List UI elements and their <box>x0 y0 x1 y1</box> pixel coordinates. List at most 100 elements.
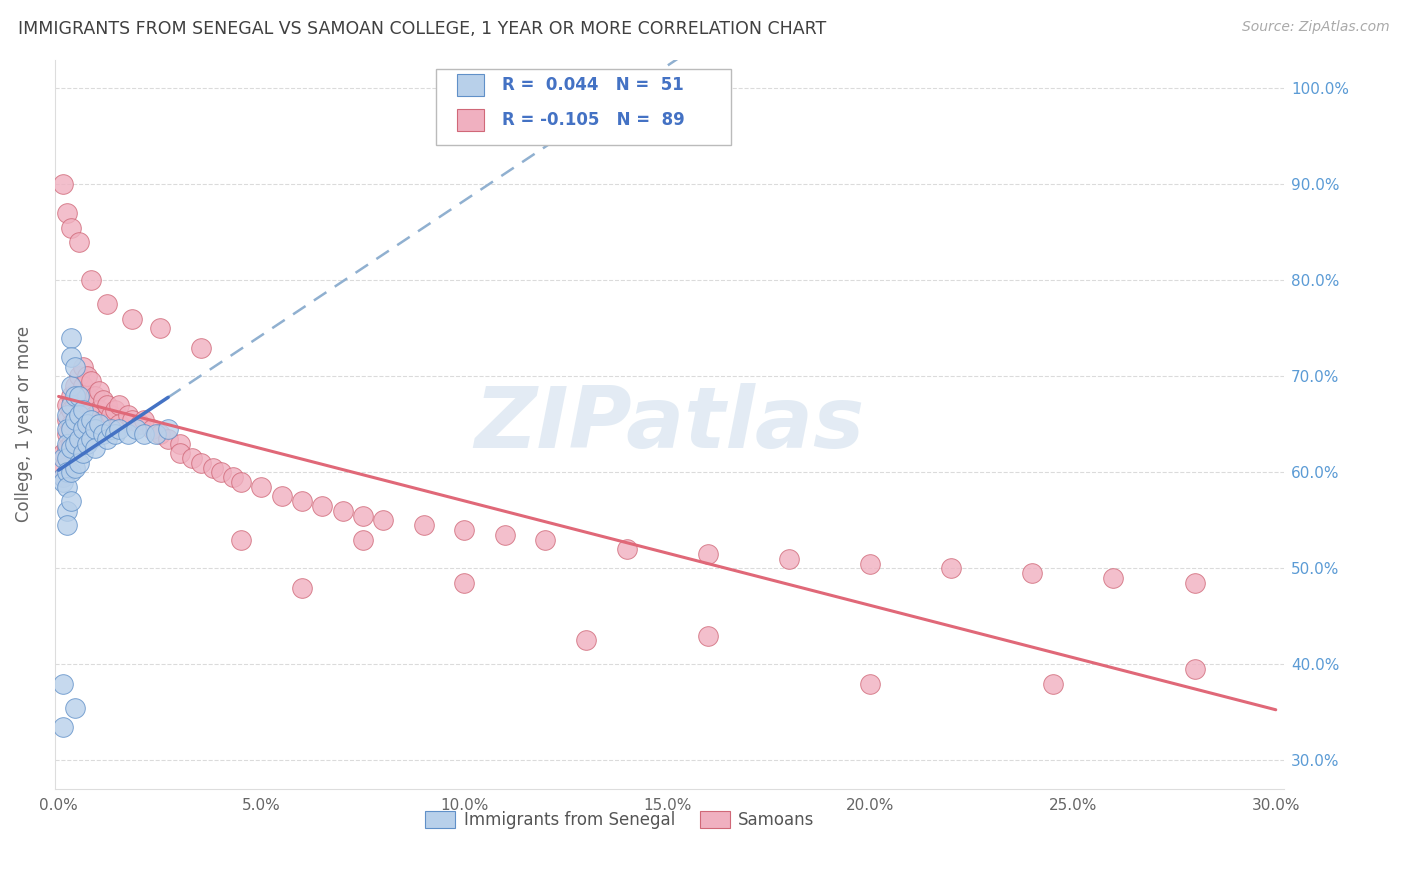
Point <box>76 369 98 384</box>
Point <box>55 480 77 494</box>
Point <box>616 542 638 557</box>
Point <box>55 436 77 450</box>
Point <box>59 436 82 450</box>
Text: R =  0.044   N =  51: R = 0.044 N = 51 <box>502 76 683 95</box>
Point <box>59 494 82 508</box>
Point <box>291 581 314 595</box>
Point <box>250 480 273 494</box>
Point <box>55 450 77 465</box>
Point <box>67 235 90 249</box>
Point <box>96 297 118 311</box>
Point <box>52 178 75 192</box>
Point <box>141 422 163 436</box>
Point <box>76 417 98 432</box>
Point <box>63 412 86 426</box>
Point <box>453 575 475 590</box>
FancyBboxPatch shape <box>436 69 731 145</box>
Point <box>941 561 963 575</box>
Point <box>231 475 253 489</box>
Point <box>696 629 718 643</box>
Point <box>55 442 77 456</box>
Point <box>332 504 354 518</box>
Point <box>96 417 118 432</box>
Point <box>1184 662 1206 676</box>
Point <box>76 412 98 426</box>
Point <box>149 321 172 335</box>
Point <box>209 466 232 480</box>
Point <box>534 533 557 547</box>
Point <box>59 403 82 417</box>
Point <box>67 389 90 403</box>
Point <box>121 412 143 426</box>
Point <box>52 446 75 460</box>
Point <box>181 450 204 465</box>
Point <box>59 389 82 403</box>
Point <box>59 379 82 393</box>
Point <box>91 427 114 442</box>
Point <box>190 341 212 355</box>
Point <box>63 460 86 475</box>
Point <box>453 523 475 537</box>
Point <box>80 432 103 446</box>
Point <box>91 393 114 408</box>
Point <box>80 398 103 412</box>
Point <box>52 470 75 484</box>
Point <box>291 494 314 508</box>
Point <box>157 432 180 446</box>
Point <box>696 547 718 561</box>
Point <box>231 533 253 547</box>
Point <box>412 518 434 533</box>
Point <box>190 456 212 470</box>
Point <box>63 398 86 412</box>
Point <box>67 408 90 422</box>
Point <box>100 408 122 422</box>
Point <box>494 528 516 542</box>
Point <box>72 422 94 436</box>
Point <box>124 422 146 436</box>
Point <box>52 450 75 465</box>
Point <box>311 499 333 513</box>
Point <box>63 417 86 432</box>
Point <box>59 350 82 364</box>
Point <box>52 475 75 489</box>
Bar <box>457 74 484 96</box>
Point <box>67 456 90 470</box>
Point <box>52 460 75 475</box>
Point <box>108 417 131 432</box>
Point <box>91 412 114 426</box>
Point <box>52 720 75 734</box>
Point <box>72 403 94 417</box>
Text: ZIPatlas: ZIPatlas <box>474 383 865 466</box>
Point <box>72 379 94 393</box>
Point <box>169 436 191 450</box>
Point <box>1184 575 1206 590</box>
Point <box>63 700 86 714</box>
Point <box>104 403 127 417</box>
Point <box>222 470 245 484</box>
Point <box>128 417 150 432</box>
Point <box>67 369 90 384</box>
Point <box>80 374 103 388</box>
Point <box>63 389 86 403</box>
Point <box>59 331 82 345</box>
Point <box>778 551 800 566</box>
Point <box>89 384 111 398</box>
Point <box>108 422 131 436</box>
Point <box>55 408 77 422</box>
Point <box>67 408 90 422</box>
Point <box>121 311 143 326</box>
Point <box>63 379 86 393</box>
Point <box>59 417 82 432</box>
Point <box>84 389 107 403</box>
Point <box>373 513 395 527</box>
Point <box>55 466 77 480</box>
Point <box>1042 676 1064 690</box>
Point <box>84 442 107 456</box>
Point <box>575 633 598 648</box>
Point <box>55 427 77 442</box>
Point <box>76 389 98 403</box>
Legend: Immigrants from Senegal, Samoans: Immigrants from Senegal, Samoans <box>419 804 821 836</box>
Y-axis label: College, 1 year or more: College, 1 year or more <box>15 326 32 523</box>
Point <box>1102 571 1125 585</box>
Point <box>55 206 77 220</box>
